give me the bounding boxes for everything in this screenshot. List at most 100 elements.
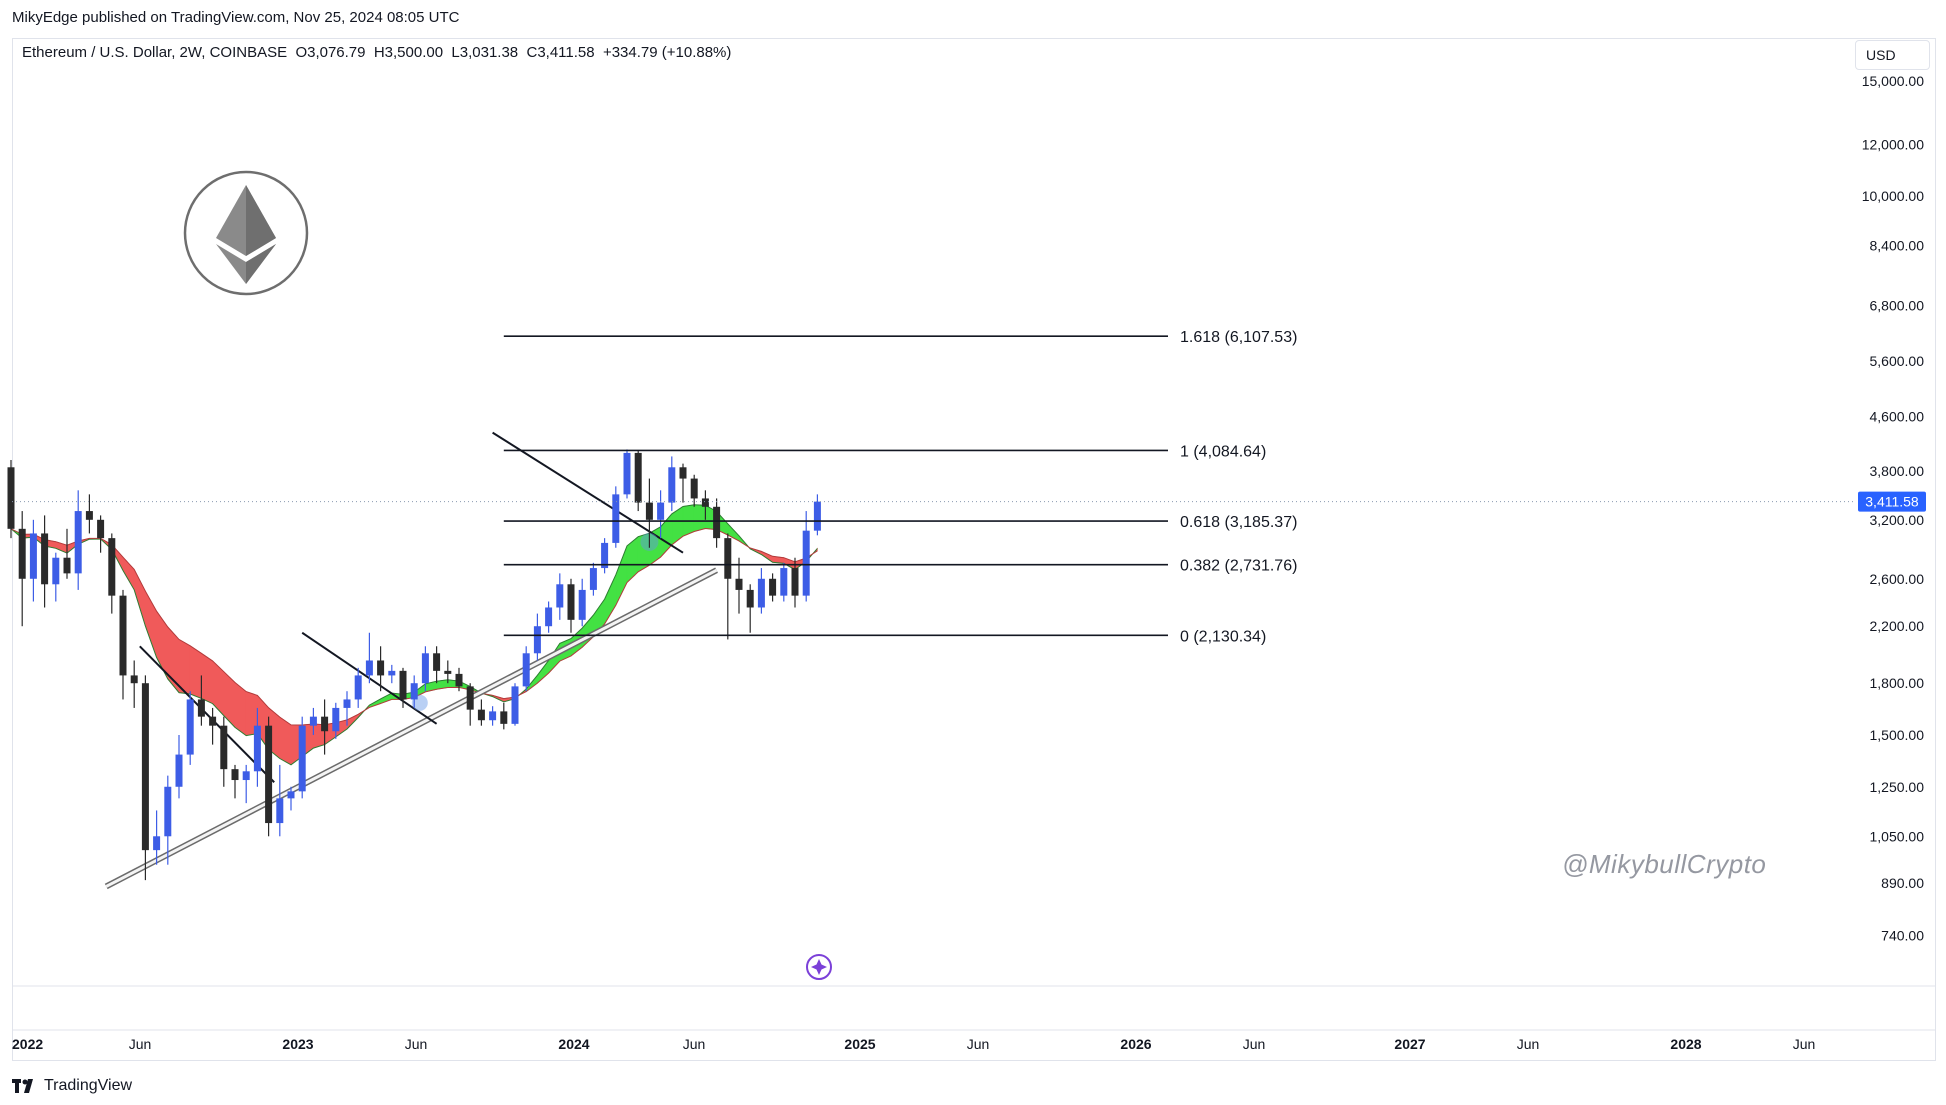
candle-body bbox=[343, 699, 351, 708]
candle-body bbox=[668, 467, 676, 503]
candle-body bbox=[802, 530, 810, 596]
candle-body bbox=[130, 675, 138, 684]
symbol-legend: Ethereum / U.S. Dollar, 2W, COINBASE O3,… bbox=[22, 44, 731, 61]
time-axis: 2022 Jun 2023 Jun 2024 Jun 2025 Jun 2026 Jun 2027 J… bbox=[12, 1036, 1815, 1052]
price-tick-label: 15,000.00 bbox=[1862, 73, 1924, 89]
candle-body bbox=[489, 711, 497, 721]
candle-body bbox=[645, 502, 653, 520]
price-tick-label: 1,050.00 bbox=[1870, 828, 1925, 844]
currency-selector[interactable]: USD bbox=[1855, 40, 1930, 70]
candle-body bbox=[601, 542, 609, 569]
time-tick-label: 2023 bbox=[282, 1036, 313, 1052]
candle-body bbox=[63, 557, 71, 574]
time-tick-label: Jun bbox=[1243, 1036, 1266, 1052]
candle-body bbox=[545, 607, 553, 627]
fib-level-label: 1 (4,084.64) bbox=[1180, 443, 1266, 460]
candle-body bbox=[309, 716, 317, 726]
candle-body bbox=[477, 709, 485, 721]
fib-level-label: 1.618 (6,107.53) bbox=[1180, 329, 1297, 346]
candle-body bbox=[153, 836, 161, 851]
falling-trendline-3[interactable] bbox=[492, 431, 684, 554]
price-tick-label: 12,000.00 bbox=[1862, 136, 1924, 152]
price-tick-label: 10,000.00 bbox=[1862, 188, 1924, 204]
ohlc-close: C3,411.58 bbox=[526, 44, 595, 61]
price-tick-label: 740.00 bbox=[1881, 928, 1924, 944]
candle-body bbox=[679, 467, 687, 479]
time-tick-label: Jun bbox=[683, 1036, 706, 1052]
candle-body bbox=[41, 533, 49, 585]
candle-body bbox=[220, 725, 228, 770]
candle-body bbox=[29, 533, 37, 579]
candle-body bbox=[119, 595, 127, 676]
ohlc-open: O3,076.79 bbox=[295, 44, 366, 61]
candle-body bbox=[511, 686, 519, 724]
candle-body bbox=[298, 725, 306, 792]
tradingview-branding[interactable]: TradingView bbox=[12, 1075, 132, 1097]
ohlc-change: +334.79 (+10.88%) bbox=[602, 44, 732, 61]
candle-body bbox=[388, 670, 396, 676]
candle-body bbox=[556, 584, 564, 608]
candle-body bbox=[769, 578, 777, 596]
price-tick-label: 4,600.00 bbox=[1870, 409, 1925, 425]
ribbon-segment bbox=[223, 671, 236, 729]
candle-body bbox=[455, 673, 463, 687]
tradingview-label: TradingView bbox=[44, 1077, 133, 1094]
time-tick-label: 2025 bbox=[844, 1036, 875, 1052]
price-tick-label: 3,200.00 bbox=[1870, 512, 1925, 528]
rising-support-trendline-inner bbox=[105, 568, 718, 888]
candle-body bbox=[287, 791, 295, 799]
ohlc-high: H3,500.00 bbox=[373, 44, 444, 61]
ribbon-segment bbox=[693, 504, 706, 532]
candle-body bbox=[567, 584, 575, 620]
candle-body bbox=[522, 653, 530, 687]
symbol-name: Ethereum / U.S. Dollar, 2W, COINBASE bbox=[22, 44, 288, 61]
fib-level-label: 0.382 (2,731.76) bbox=[1180, 558, 1297, 575]
sparkle-icon[interactable] bbox=[806, 954, 832, 980]
candle-body bbox=[757, 578, 765, 608]
price-tick-label: 8,400.00 bbox=[1870, 238, 1925, 254]
candle-body bbox=[612, 494, 620, 543]
candle-body bbox=[623, 452, 631, 495]
time-tick-label: 2022 bbox=[12, 1036, 43, 1052]
candle-body bbox=[209, 716, 217, 726]
ribbon-segment bbox=[189, 645, 202, 699]
ribbon-segment bbox=[133, 569, 146, 627]
tradingview-logo-icon bbox=[12, 1079, 33, 1093]
candle-body bbox=[813, 501, 821, 531]
price-tick-label: 1,800.00 bbox=[1870, 675, 1925, 691]
candle-body bbox=[690, 478, 698, 499]
price-tick-label: 3,800.00 bbox=[1870, 463, 1925, 479]
candle-body bbox=[410, 683, 418, 700]
ribbon-segment bbox=[626, 536, 639, 584]
candle-body bbox=[354, 675, 362, 700]
candle-body bbox=[97, 519, 105, 539]
candle-body bbox=[433, 653, 441, 671]
candle-body bbox=[321, 716, 329, 732]
grid-layer bbox=[12, 985, 1936, 1031]
ribbon-segment bbox=[201, 652, 213, 705]
chart-frame bbox=[12, 38, 1936, 1061]
candle-body bbox=[253, 725, 261, 772]
candle-body bbox=[533, 626, 541, 654]
candle-body bbox=[377, 660, 385, 676]
candle-body bbox=[444, 670, 452, 674]
price-tick-label: 1,250.00 bbox=[1870, 779, 1925, 795]
falling-trendline-1[interactable] bbox=[139, 645, 275, 783]
candle-body bbox=[701, 498, 709, 507]
time-tick-label: Jun bbox=[1517, 1036, 1540, 1052]
candle-body bbox=[175, 754, 183, 787]
candle-body bbox=[18, 528, 26, 579]
candle-body bbox=[500, 711, 508, 724]
candle-body bbox=[466, 686, 474, 710]
candle-body bbox=[7, 467, 15, 529]
ohlc-low: L3,031.38 bbox=[451, 44, 519, 61]
candle-body bbox=[724, 538, 732, 579]
price-tick-label: 6,800.00 bbox=[1870, 298, 1925, 314]
candle-body bbox=[735, 578, 743, 590]
published-by-line: MikyEdge published on TradingView.com, N… bbox=[12, 9, 460, 26]
candle-body bbox=[332, 707, 340, 732]
price-tick-label: 5,600.00 bbox=[1870, 353, 1925, 369]
candle-body bbox=[197, 699, 205, 717]
time-tick-label: 2024 bbox=[558, 1036, 589, 1052]
